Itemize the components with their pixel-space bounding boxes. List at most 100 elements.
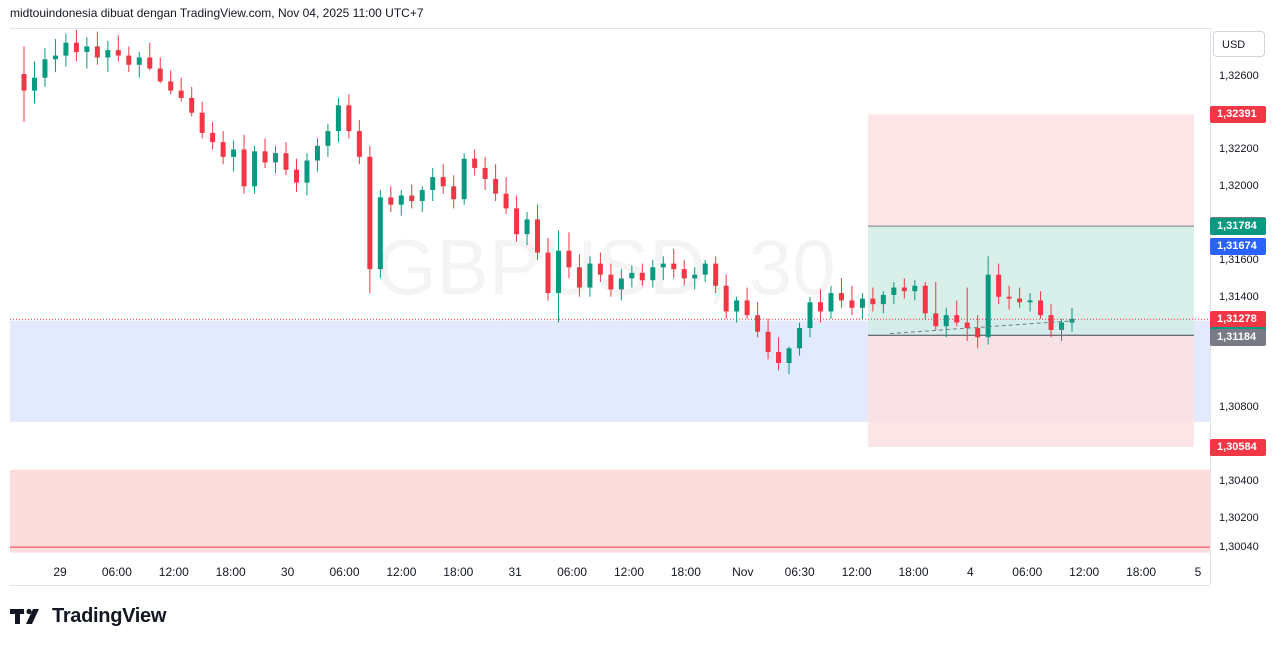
candle-body: [1017, 298, 1023, 303]
x-tick-label: 12:00: [841, 565, 872, 579]
chart-pane[interactable]: [10, 28, 1210, 586]
candle-body: [42, 59, 48, 78]
x-tick-label: 12:00: [613, 565, 645, 579]
candle-body: [168, 81, 174, 91]
position-take-profit: [868, 226, 1194, 336]
y-tick-label: 1,31400: [1219, 290, 1259, 303]
currency-button[interactable]: USD: [1213, 31, 1265, 57]
candle-body: [105, 50, 111, 58]
price-label-tag: 1,31184: [1210, 328, 1266, 346]
y-tick-label: 1,30400: [1219, 474, 1259, 487]
price-label-text: 1,31784: [1217, 220, 1257, 233]
candle-body: [964, 322, 970, 329]
candle-body: [744, 300, 750, 316]
candle-body: [524, 219, 530, 235]
candle-body: [618, 278, 624, 290]
tradingview-logo-icon: [10, 608, 39, 624]
price-axis[interactable]: [1210, 28, 1272, 584]
candle-body: [975, 328, 981, 338]
candle-body: [880, 294, 886, 305]
candle-body: [136, 57, 142, 65]
price-label-tag: 1,31674: [1210, 238, 1266, 256]
candle-body: [503, 193, 509, 209]
candle-body: [377, 197, 383, 270]
candle-body: [985, 274, 991, 338]
candle-body: [325, 131, 331, 146]
candle-body: [189, 97, 195, 113]
candle-body: [147, 57, 153, 69]
candle-body: [21, 74, 27, 91]
candle-body: [430, 177, 436, 190]
candle-body: [262, 151, 268, 163]
y-tick-label: 1,31600: [1219, 253, 1259, 266]
candle-body: [933, 313, 939, 327]
candle-body: [31, 77, 37, 91]
y-tick-label: 1,32200: [1219, 143, 1259, 156]
candle-body: [252, 151, 258, 187]
candle-body: [765, 331, 771, 352]
candle-body: [817, 302, 823, 312]
y-tick-label: 1,32000: [1219, 180, 1259, 193]
x-tick-label: 18:00: [443, 565, 474, 579]
candle-body: [335, 105, 341, 132]
x-tick-label: 06:00: [557, 565, 588, 579]
candle-body: [755, 315, 761, 332]
chart-header-caption: midtouindonesia dibuat dengan TradingVie…: [10, 6, 424, 20]
y-tick-label: 1,30200: [1219, 511, 1259, 524]
tradingview-logo[interactable]: TradingView: [10, 603, 166, 629]
candle-body: [73, 42, 79, 52]
x-tick-label: 29: [53, 565, 67, 579]
candle-body: [566, 250, 572, 268]
price-label-text: 1,32391: [1217, 108, 1257, 121]
candle-body: [555, 250, 561, 294]
candle-body: [304, 160, 310, 183]
candle-body: [398, 195, 404, 205]
candle-body: [482, 167, 488, 179]
candle-body: [115, 50, 121, 56]
candle-body: [545, 252, 551, 294]
price-label-tag: 1,32391: [1210, 106, 1266, 124]
candle-body: [849, 300, 855, 308]
candle-body: [84, 46, 90, 52]
candle-body: [440, 177, 446, 187]
candle-body: [576, 267, 582, 288]
candle-body: [220, 142, 226, 157]
position-stop-loss-upper: [868, 114, 1194, 227]
trend-dashed-line: [889, 320, 1075, 335]
x-tick-label: 12:00: [386, 565, 417, 579]
candle-body: [901, 287, 907, 292]
x-tick-label: 18:00: [898, 565, 929, 579]
candle-body: [388, 197, 394, 205]
candle-body: [283, 153, 289, 170]
candle-body: [1006, 296, 1012, 299]
candle-body: [461, 158, 467, 200]
candle-body: [776, 351, 782, 364]
x-tick-label: 30: [280, 565, 295, 579]
y-tick-label: 1,30800: [1219, 401, 1259, 414]
candle-body: [912, 285, 918, 292]
candle-body: [639, 272, 645, 281]
candle-body: [608, 274, 614, 290]
candle-body: [629, 272, 635, 279]
candle-body: [723, 285, 729, 312]
candle-body: [472, 158, 478, 168]
x-tick-label: 12:00: [158, 565, 189, 579]
symbol-watermark: GBPUSD, 30: [376, 223, 836, 311]
candle-body: [199, 112, 205, 133]
x-tick-label: 06:00: [101, 565, 132, 579]
price-label-text: 1,31184: [1217, 330, 1257, 343]
candle-body: [713, 263, 719, 286]
price-label-text: 1,31278: [1217, 313, 1257, 326]
candle-body: [126, 55, 132, 65]
x-tick-label: 5: [1194, 565, 1202, 579]
candle-body: [597, 263, 603, 275]
x-tick-label: 4: [967, 565, 974, 579]
candle-body: [734, 300, 740, 312]
x-tick-label: 12:00: [1069, 565, 1100, 579]
y-tick-label: 1,32600: [1219, 69, 1259, 82]
candle-body: [954, 315, 960, 323]
x-tick-label: 18:00: [1126, 565, 1157, 579]
candle-body: [807, 302, 813, 329]
candle-body: [692, 274, 698, 279]
